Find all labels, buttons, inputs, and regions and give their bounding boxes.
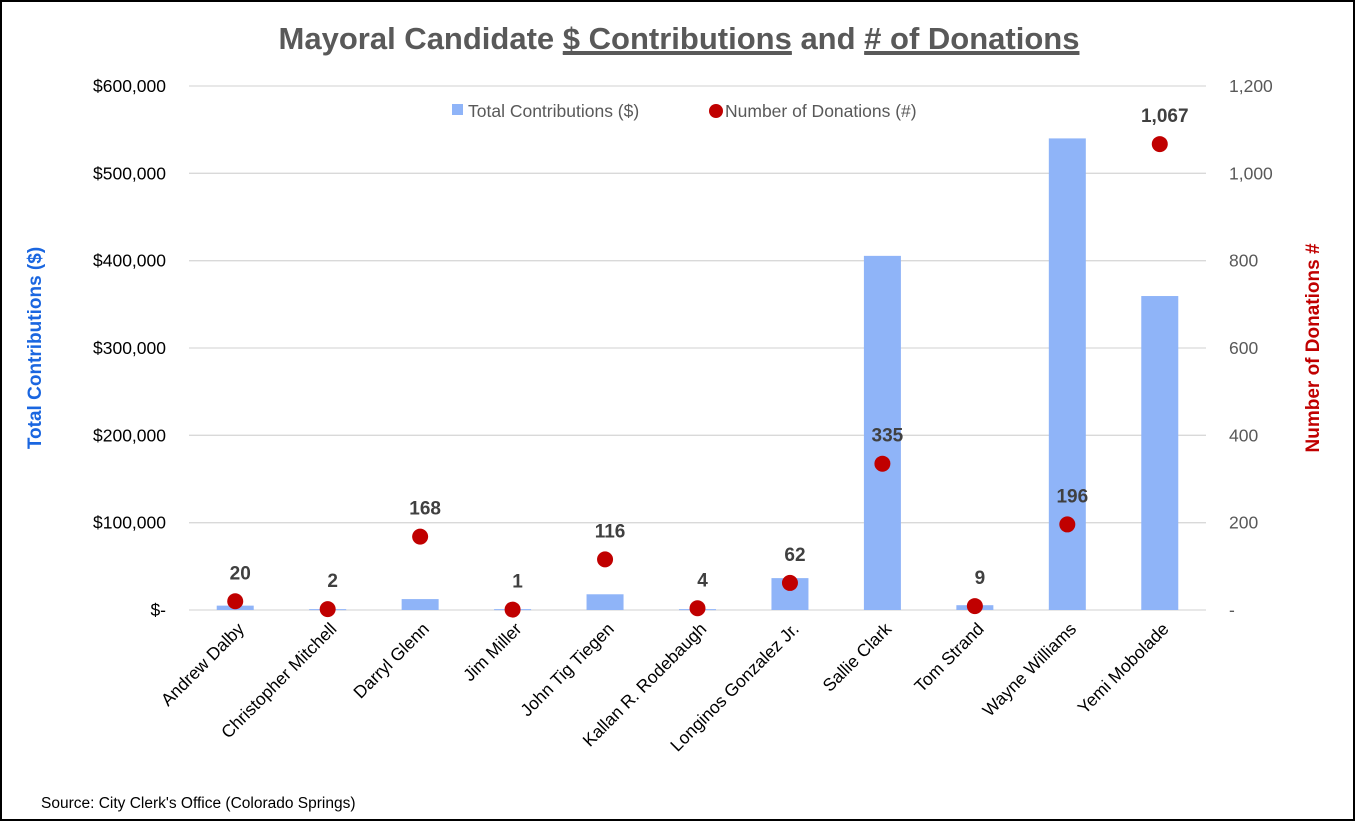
- data-label: 2: [327, 571, 338, 592]
- right-axis-ticks: - 200 400 600 800 1,000 1,200: [1229, 76, 1273, 620]
- category-label: Darryl Glenn: [349, 619, 433, 703]
- legend-label-donations: Number of Donations (#): [725, 101, 917, 121]
- left-axis-title: Total Contributions ($): [25, 247, 46, 449]
- legend-bar-swatch: [452, 104, 463, 115]
- scatter-point: [597, 551, 614, 568]
- scatter-point: [689, 600, 706, 617]
- scatter-point: [227, 593, 244, 610]
- data-label: 20: [230, 563, 251, 584]
- category-label: Andrew Dalby: [157, 619, 248, 710]
- data-label: 335: [872, 426, 904, 447]
- data-label: 196: [1056, 486, 1088, 507]
- data-label: 116: [595, 521, 626, 542]
- data-label: 62: [784, 545, 805, 566]
- scatter-point: [781, 574, 798, 591]
- scatter-point: [874, 455, 891, 472]
- left-tick-label: $200,000: [93, 425, 166, 445]
- right-tick-label: 800: [1229, 251, 1258, 271]
- legend-dot-swatch: [709, 104, 723, 118]
- bar: [1048, 138, 1086, 610]
- right-tick-label: 1,200: [1229, 76, 1273, 96]
- category-label: Jim Miller: [459, 619, 526, 686]
- left-tick-label: $600,000: [93, 76, 166, 96]
- left-axis-ticks: $- $100,000 $200,000 $300,000 $400,000 $500,0…: [93, 76, 166, 620]
- data-labels: 20 2 168 1 116 4 62 335 9 196 1,067: [230, 106, 1189, 592]
- title-middle: and: [792, 21, 864, 56]
- category-label: Yemi Mobolade: [1074, 619, 1173, 718]
- title-donations: # of Donations: [864, 21, 1079, 56]
- source-note: Source: City Clerk's Office (Colorado Sp…: [41, 795, 356, 812]
- category-label: Sallie Clark: [819, 619, 896, 696]
- right-axis-title: Number of Donations #: [1303, 243, 1324, 452]
- scatter-point: [1151, 136, 1168, 153]
- category-label: John Tig Tiegen: [516, 619, 618, 721]
- data-label: 168: [409, 499, 441, 520]
- scatter-series: [227, 136, 1168, 618]
- title-contributions: $ Contributions: [563, 21, 792, 56]
- right-tick-label: 200: [1229, 513, 1258, 533]
- data-label: 4: [697, 570, 708, 591]
- data-label: 1: [512, 572, 523, 593]
- bar: [586, 594, 624, 610]
- legend: Total Contributions ($) Number of Donati…: [452, 101, 917, 121]
- data-label: 9: [975, 568, 986, 589]
- left-tick-label: $100,000: [93, 513, 166, 533]
- scatter-point: [412, 528, 429, 545]
- right-tick-label: 1,000: [1229, 163, 1273, 183]
- left-tick-label: $-: [150, 600, 166, 620]
- scatter-point: [1059, 516, 1076, 533]
- title-prefix: Mayoral Candidate: [279, 21, 563, 56]
- scatter-point: [966, 598, 983, 615]
- gridlines: [189, 85, 1206, 611]
- scatter-point: [319, 601, 336, 618]
- bar: [863, 255, 901, 610]
- bar-series: [216, 138, 1179, 611]
- left-tick-label: $300,000: [93, 338, 166, 358]
- right-tick-label: 400: [1229, 425, 1258, 445]
- data-label: 1,067: [1141, 106, 1189, 127]
- category-label: Tom Strand: [910, 619, 987, 696]
- legend-label-contributions: Total Contributions ($): [468, 101, 639, 121]
- left-tick-label: $400,000: [93, 251, 166, 271]
- scatter-point: [504, 601, 521, 618]
- left-tick-label: $500,000: [93, 163, 166, 183]
- chart-title: Mayoral Candidate $ Contributions and # …: [279, 21, 1080, 56]
- right-tick-label: -: [1229, 600, 1235, 620]
- category-label: Wayne Williams: [978, 619, 1080, 721]
- bar: [401, 599, 439, 610]
- bar: [1141, 296, 1179, 610]
- right-tick-label: 600: [1229, 338, 1258, 358]
